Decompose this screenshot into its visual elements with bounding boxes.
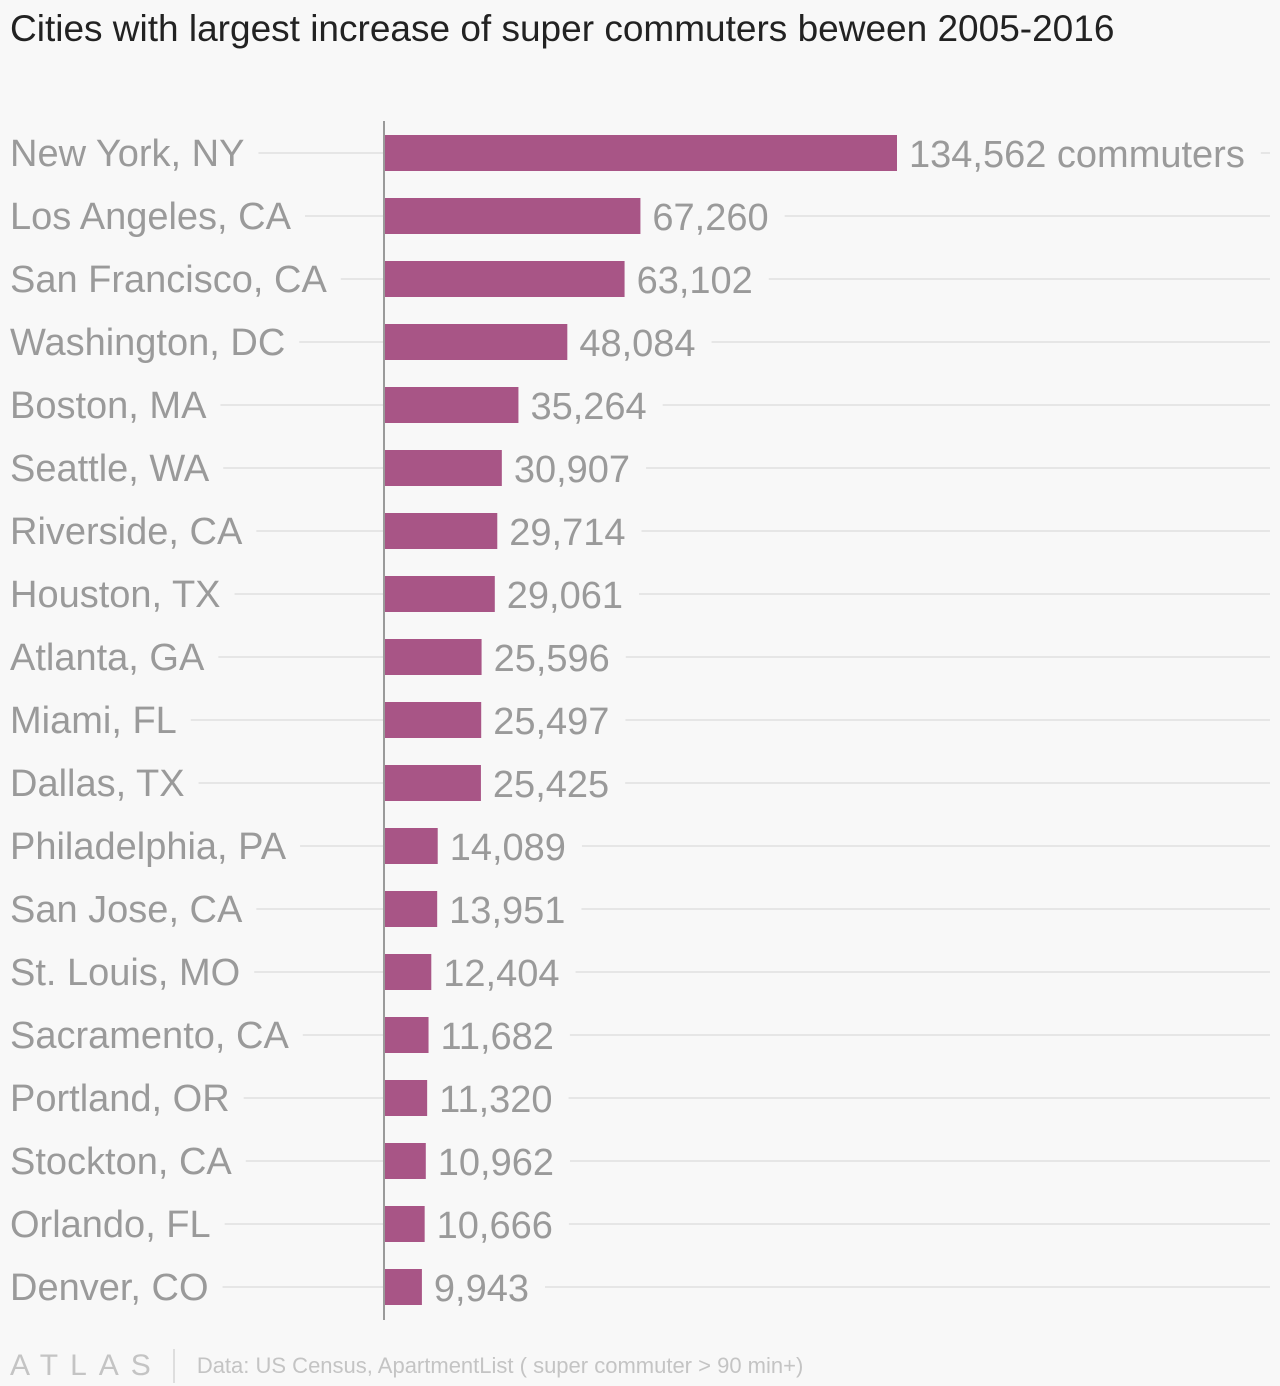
value-label: 25,425 (493, 764, 609, 806)
bar (384, 765, 481, 801)
value-label: 67,260 (652, 197, 768, 239)
bar (384, 891, 438, 927)
category-label: Portland, OR (10, 1078, 230, 1120)
bar (384, 450, 502, 486)
bar (384, 1080, 428, 1116)
bar (384, 1017, 429, 1053)
category-label: Stockton, CA (10, 1141, 232, 1183)
value-label: 11,682 (441, 1016, 554, 1058)
value-label: 25,596 (494, 638, 610, 680)
bar (384, 1143, 426, 1179)
category-label: Orlando, FL (10, 1204, 211, 1246)
category-label: Riverside, CA (10, 511, 243, 553)
value-label: 10,962 (438, 1142, 554, 1184)
data-source: Data: US Census, ApartmentList ( super c… (196, 1353, 804, 1378)
category-label: San Francisco, CA (10, 259, 327, 301)
footer-divider (172, 1349, 175, 1383)
bar (384, 261, 625, 297)
bar (384, 1269, 422, 1305)
bar (384, 1206, 425, 1242)
value-label: 14,089 (450, 827, 566, 869)
category-label: Houston, TX (10, 574, 221, 616)
chart-title: Cities with largest increase of super co… (10, 8, 1115, 49)
value-label: 30,907 (514, 449, 630, 491)
bar (384, 387, 519, 423)
value-label: 9,943 (434, 1268, 529, 1310)
bar (384, 954, 432, 990)
bar (384, 828, 438, 864)
value-label: 29,061 (507, 575, 623, 617)
bar (384, 198, 641, 234)
bar (384, 576, 495, 612)
bar (384, 702, 482, 738)
category-label: Denver, CO (10, 1267, 209, 1309)
category-label: Miami, FL (10, 700, 177, 742)
bar-chart: New York, NY 134,562 commuters Los Angeles… (10, 121, 1270, 1320)
chart-footer: ATLAS Data: US Census, ApartmentList ( s… (10, 1348, 803, 1384)
value-label: 13,951 (449, 890, 565, 932)
category-label: Atlanta, GA (10, 637, 205, 679)
value-label: 29,714 (509, 512, 625, 554)
value-label: 48,084 (579, 323, 695, 365)
category-label: Sacramento, CA (10, 1015, 289, 1057)
category-label: Los Angeles, CA (10, 196, 292, 238)
bar (384, 513, 498, 549)
value-label: 63,102 (637, 260, 753, 302)
category-label: Philadelphia, PA (10, 826, 287, 868)
category-label: St. Louis, MO (10, 952, 240, 994)
category-label: Seattle, WA (10, 448, 210, 490)
category-label: Boston, MA (10, 385, 207, 427)
category-label: New York, NY (10, 133, 244, 175)
bar (384, 135, 897, 171)
category-label: San Jose, CA (10, 889, 243, 931)
category-label: Washington, DC (10, 322, 285, 364)
value-label: 10,666 (437, 1205, 553, 1247)
value-label: 134,562 commuters (909, 134, 1245, 176)
bar (384, 639, 482, 675)
value-label: 25,497 (493, 701, 609, 743)
value-label: 11,320 (439, 1079, 552, 1121)
value-label: 35,264 (530, 386, 646, 428)
value-label: 12,404 (443, 953, 559, 995)
atlas-logo[interactable]: ATLAS (10, 1349, 163, 1382)
category-label: Dallas, TX (10, 763, 185, 805)
bar (384, 324, 568, 360)
